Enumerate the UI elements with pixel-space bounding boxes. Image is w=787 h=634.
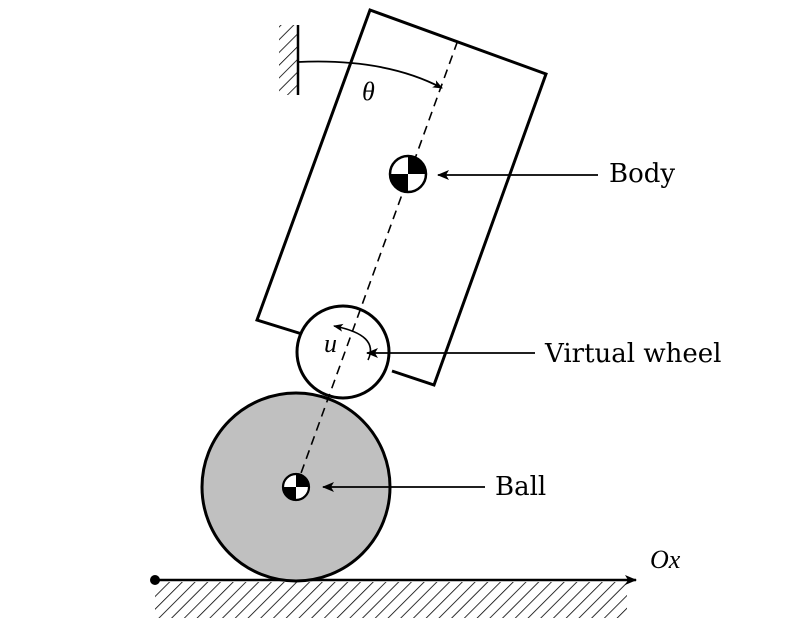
ball-com-icon <box>281 472 311 502</box>
body-axis-dashed <box>295 39 459 488</box>
axis-label: Ox <box>650 545 681 574</box>
body-label: Body <box>609 159 675 189</box>
theta-label: θ <box>362 77 375 106</box>
ground-hatch <box>155 582 627 618</box>
ball-label: Ball <box>495 472 546 502</box>
origin-dot <box>150 575 160 585</box>
body-com-icon <box>388 154 428 194</box>
wall-hatch <box>279 25 298 95</box>
virtual-wheel-label: Virtual wheel <box>544 339 721 369</box>
virtual-wheel <box>295 304 391 400</box>
u-label: u <box>324 329 337 358</box>
theta-arc <box>297 60 443 89</box>
